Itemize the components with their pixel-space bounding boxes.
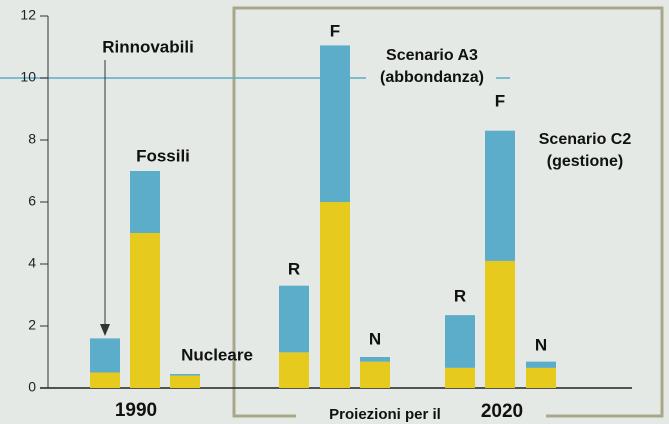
- y-tick-label: 4: [28, 255, 36, 271]
- bar-segment: [485, 130, 515, 261]
- bar-segment: [360, 357, 390, 362]
- y-tick-label: 12: [20, 7, 36, 23]
- bar-segment: [130, 233, 160, 388]
- label-bg: [296, 404, 546, 424]
- category-label: F: [330, 21, 340, 40]
- bar-segment: [170, 374, 200, 376]
- bar-segment: [90, 338, 120, 373]
- y-tick-label: 6: [28, 193, 36, 209]
- category-label: R: [288, 259, 300, 278]
- bar-segment: [320, 45, 350, 203]
- category-label: R: [454, 286, 466, 305]
- bar-segment: [279, 285, 309, 353]
- bar-segment: [320, 202, 350, 388]
- category-label: Rinnovabili: [102, 37, 194, 56]
- annotation: (abbondanza): [380, 69, 484, 86]
- category-label: F: [495, 91, 505, 110]
- bar-segment: [526, 367, 556, 388]
- annotation: Scenario A3: [386, 47, 478, 64]
- group-label: 2020: [481, 401, 523, 422]
- category-label: N: [535, 335, 547, 354]
- group-label: 1990: [115, 400, 157, 421]
- bar-segment: [130, 171, 160, 233]
- y-tick-label: 0: [28, 379, 36, 395]
- y-tick-label: 8: [28, 131, 36, 147]
- bar-segment: [445, 315, 475, 368]
- bar-segment: [485, 260, 515, 388]
- bar-segment: [90, 372, 120, 388]
- category-label: Nucleare: [181, 345, 253, 364]
- annotation: Scenario C2: [539, 131, 632, 148]
- arrow-head: [100, 324, 110, 336]
- y-tick-label: 2: [28, 317, 36, 333]
- bar-segment: [279, 352, 309, 388]
- annotation: (gestione): [547, 153, 623, 170]
- bar-segment: [445, 367, 475, 388]
- bar-segment: [526, 361, 556, 368]
- category-label: N: [369, 329, 381, 348]
- category-label: Fossili: [136, 146, 190, 165]
- bar-segment: [170, 375, 200, 388]
- y-tick-label: 10: [20, 69, 36, 85]
- bar-segment: [360, 361, 390, 388]
- group-label: Proiezioni per il: [329, 406, 441, 423]
